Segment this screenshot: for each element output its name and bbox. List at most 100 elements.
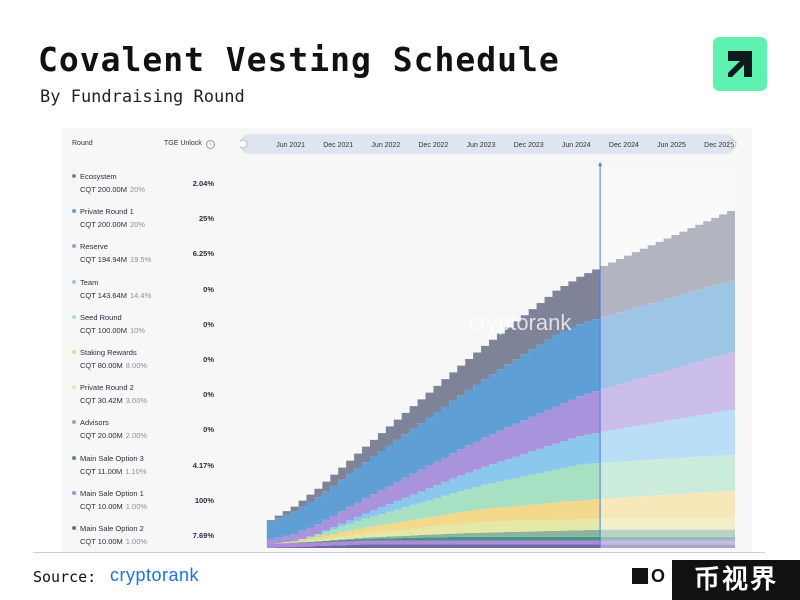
legend-tge-unlock: 4.17% <box>192 460 214 470</box>
legend-share: 20% <box>129 220 145 230</box>
series-area <box>266 529 735 544</box>
legend-tge-unlock: 0% <box>203 390 214 400</box>
x-tick-label: Jun 2024 <box>562 142 591 149</box>
brand-logo-icon <box>713 37 767 91</box>
cryptorank-watermark: cryptorank <box>469 310 573 335</box>
legend-allocation: CQT 200.00M 20% <box>80 185 145 194</box>
legend-share: 3.00% <box>125 396 148 406</box>
legend-name: Ecosystem <box>80 172 117 181</box>
legend-share: 10% <box>129 325 145 335</box>
legend-allocation: CQT 11.00M 1.10% <box>80 466 147 476</box>
legend-allocation: CQT 30.42M 3.00% <box>80 396 148 406</box>
legend-item[interactable]: Ecosystem CQT 200.00M 20% 2.04% <box>62 172 242 202</box>
series-area <box>266 544 735 548</box>
legend-dot-icon <box>72 244 76 249</box>
legend-dot-icon <box>72 209 76 214</box>
legend-dot-icon <box>72 490 76 495</box>
legend-allocation: CQT 200.00M 20% <box>80 220 145 230</box>
legend-tge-unlock: 25% <box>198 214 214 224</box>
series-area <box>266 540 735 548</box>
x-tick-label: Dec 2022 <box>418 142 448 149</box>
x-tick-label: Jun 2025 <box>657 142 686 149</box>
legend-allocation: CQT 10.00M 1.00% <box>80 501 148 511</box>
timeline-bar <box>240 134 735 154</box>
x-tick-label: Jun 2022 <box>371 142 400 149</box>
series-area <box>266 210 735 522</box>
series-area <box>266 536 735 545</box>
legend-header-round: Round <box>72 140 93 147</box>
legend-allocation: CQT 194.94M 19.5% <box>80 255 152 265</box>
x-tick-label: Dec 2021 <box>323 142 353 149</box>
legend-dot-icon <box>72 526 76 530</box>
series-area <box>266 352 735 544</box>
timeline-handle-left <box>240 139 248 149</box>
legend-tge-unlock: 0% <box>203 355 214 364</box>
legend-name: Main Sale Option 2 <box>80 524 144 533</box>
source-label: Source: <box>33 568 97 586</box>
source-brand[interactable]: cryptorank <box>110 565 200 585</box>
timeline-handle-right <box>727 139 737 149</box>
legend-allocation: CQT 143.64M 14.4% <box>80 290 152 300</box>
legend-share: 2.00% <box>125 431 148 441</box>
legend-tge-unlock: 0% <box>203 284 214 294</box>
legend-dot-icon <box>72 279 76 284</box>
legend-allocation: CQT 100.00M 10% <box>80 325 145 335</box>
legend-share: 20% <box>129 185 145 194</box>
legend-share: 8.00% <box>125 361 148 370</box>
legend-header-tge: TGE Unlock i <box>164 140 215 149</box>
legend-item[interactable]: Private Round 2 CQT 30.42M 3.00% 0% <box>62 383 242 413</box>
watermark-badge: 币视界 <box>672 560 800 600</box>
legend-dot-icon <box>72 420 76 425</box>
legend-allocation: CQT 20.00M 2.00% <box>80 431 148 441</box>
legend-item[interactable]: Private Round 1 CQT 200.00M 20% 25% <box>62 207 242 237</box>
x-tick-label: Dec 2023 <box>514 142 544 149</box>
info-icon[interactable]: i <box>205 140 215 149</box>
legend-item[interactable]: Seed Round CQT 100.00M 10% 0% <box>62 313 242 343</box>
legend-tge-unlock: 100% <box>194 495 214 505</box>
series-area <box>266 454 735 544</box>
legend-item[interactable]: Main Sale Option 2 CQT 10.00M 1.00% 7.69% <box>62 524 242 554</box>
legend-tge-unlock: 0% <box>203 425 214 435</box>
legend-allocation: CQT 10.00M 1.00% <box>80 537 148 546</box>
legend-item[interactable]: Team CQT 143.64M 14.4% 0% <box>62 278 242 308</box>
chart-panel: Round TGE Unlock i Ecosystem CQT 200.00M 2… <box>62 128 752 552</box>
page-subtitle: By Fundraising Round <box>40 87 245 107</box>
corner-logo-icon <box>632 568 648 584</box>
legend-tge-unlock: 2.04% <box>192 179 214 188</box>
legend-dot-icon <box>72 455 76 460</box>
corner-logo: O <box>632 566 665 587</box>
legend-item[interactable]: Reserve CQT 194.94M 19.5% 6.25% <box>62 242 242 272</box>
current-date-arrow-icon <box>598 162 603 166</box>
legend-name: Reserve <box>80 242 108 252</box>
legend-share: 19.5% <box>129 255 152 265</box>
legend-dot-icon <box>72 350 76 354</box>
legend-dot-icon <box>72 385 76 390</box>
legend-name: Main Sale Option 3 <box>80 453 144 463</box>
legend-name: Team <box>80 277 99 287</box>
legend-tge-unlock: 0% <box>203 319 214 329</box>
series-area <box>266 410 735 544</box>
legend-allocation: CQT 80.00M 8.00% <box>80 361 148 370</box>
legend-item[interactable]: Main Sale Option 1 CQT 10.00M 1.00% 100% <box>62 489 242 519</box>
legend-name: Staking Rewards <box>80 348 137 357</box>
footer-divider <box>33 552 765 553</box>
legend-tge-unlock: 6.25% <box>192 249 214 259</box>
legend-name: Advisors <box>80 418 109 428</box>
legend-item[interactable]: Main Sale Option 3 CQT 11.00M 1.10% 4.17% <box>62 454 242 484</box>
legend-share: 1.00% <box>125 501 148 511</box>
page-title: Covalent Vesting Schedule <box>38 40 560 79</box>
legend-name: Seed Round <box>80 312 122 322</box>
legend-name: Private Round 1 <box>80 207 134 217</box>
series-area <box>266 490 735 544</box>
legend: Round TGE Unlock i Ecosystem CQT 200.00M 2… <box>62 128 242 552</box>
legend-item[interactable]: Staking Rewards CQT 80.00M 8.00% 0% <box>62 348 242 378</box>
x-tick-label: Jun 2021 <box>276 142 305 149</box>
future-overlay <box>600 168 735 548</box>
legend-dot-icon <box>72 314 76 319</box>
vesting-area-chart: Jun 2021 Dec 2021 Jun 2022 Dec 2022 Jun 2023… <box>240 134 737 548</box>
x-tick-label: Dec 2025 <box>704 142 734 149</box>
legend-name: Main Sale Option 1 <box>80 488 144 498</box>
series-area <box>266 280 735 540</box>
legend-item[interactable]: Advisors CQT 20.00M 2.00% 0% <box>62 418 242 448</box>
legend-share: 1.00% <box>125 537 148 546</box>
